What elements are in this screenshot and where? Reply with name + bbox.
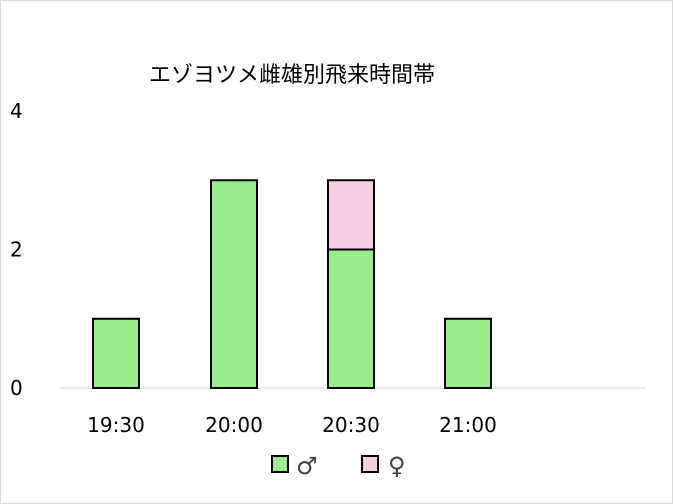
legend-label-female: ♀ (388, 452, 406, 480)
y-axis: 0 2 4 (10, 99, 23, 400)
bar-male-2100 (444, 317, 492, 389)
bar-male-2030 (327, 248, 375, 389)
bar-male-1930 (92, 317, 140, 389)
y-tick-label: 0 (10, 376, 23, 400)
x-axis: 19:30 20:00 20:30 21:00 (87, 413, 497, 437)
x-tick-label: 19:30 (87, 413, 145, 437)
x-tick-label: 20:00 (205, 413, 263, 437)
y-tick-label: 4 (10, 99, 23, 123)
legend-swatch-female (361, 455, 379, 473)
bar-female-2030 (327, 179, 375, 251)
bar-male-2000 (210, 179, 258, 389)
y-tick-label: 2 (10, 238, 23, 262)
bars-group (92, 179, 492, 389)
x-tick-label: 20:30 (322, 413, 380, 437)
legend-label-male: ♂ (296, 452, 318, 480)
chart-title: エゾヨツメ雌雄別飛来時間帯 (149, 63, 435, 88)
x-tick-label: 21:00 (439, 413, 497, 437)
legend-swatch-male (271, 455, 289, 473)
legend: ♂ ♀ (271, 452, 406, 480)
